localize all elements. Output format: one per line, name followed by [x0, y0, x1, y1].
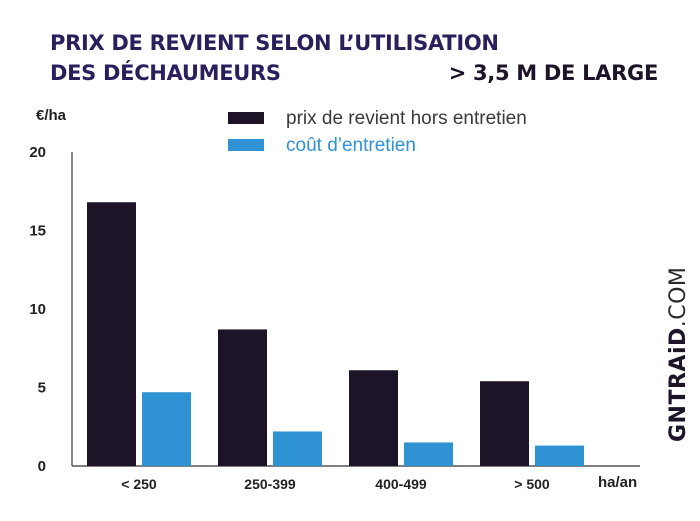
chart-title-line-2: DES DÉCHAUMEURS: [50, 61, 281, 85]
y-tick-labels: 0 5 10 15 20: [29, 144, 46, 475]
x-tick-label: 400-499: [375, 476, 427, 492]
bar-cout-entretien-0: [142, 392, 191, 466]
chart-title: PRIX DE REVIENT SELON L’UTILISATION DES …: [50, 28, 499, 88]
bar-cout-entretien-2: [404, 442, 453, 466]
bars: [87, 202, 584, 467]
legend-swatch-0: [228, 112, 264, 124]
y-tick-label: 5: [38, 380, 46, 397]
x-tick-label: > 500: [514, 476, 550, 492]
y-tick-label: 10: [29, 301, 46, 318]
legend: prix de revient hors entretien coût d’ent…: [228, 108, 527, 156]
y-tick-label: 15: [29, 223, 46, 240]
legend-label-0: prix de revient hors entretien: [286, 108, 527, 129]
bar-prix-de-revient-0: [87, 202, 136, 467]
y-axis-label: €/ha: [36, 107, 67, 124]
bar-cout-entretien-1: [273, 431, 322, 466]
y-tick-label: 20: [29, 144, 46, 161]
x-tick-labels: < 250 250-399 400-499 > 500: [121, 476, 550, 492]
legend-swatch-1: [228, 139, 264, 151]
chart-title-line-1: PRIX DE REVIENT SELON L’UTILISATION: [50, 31, 499, 55]
bar-prix-de-revient-3: [480, 381, 529, 466]
x-axis-label: ha/an: [598, 474, 637, 491]
bar-prix-de-revient-1: [218, 329, 267, 466]
legend-label-1: coût d’entretien: [286, 135, 416, 156]
chart-subtitle: > 3,5 M DE LARGE: [448, 61, 659, 85]
x-tick-label: 250-399: [244, 476, 296, 492]
y-tick-label: 0: [38, 458, 46, 475]
bar-prix-de-revient-2: [349, 370, 398, 466]
x-tick-label: < 250: [121, 476, 157, 492]
bar-cout-entretien-3: [535, 445, 584, 466]
